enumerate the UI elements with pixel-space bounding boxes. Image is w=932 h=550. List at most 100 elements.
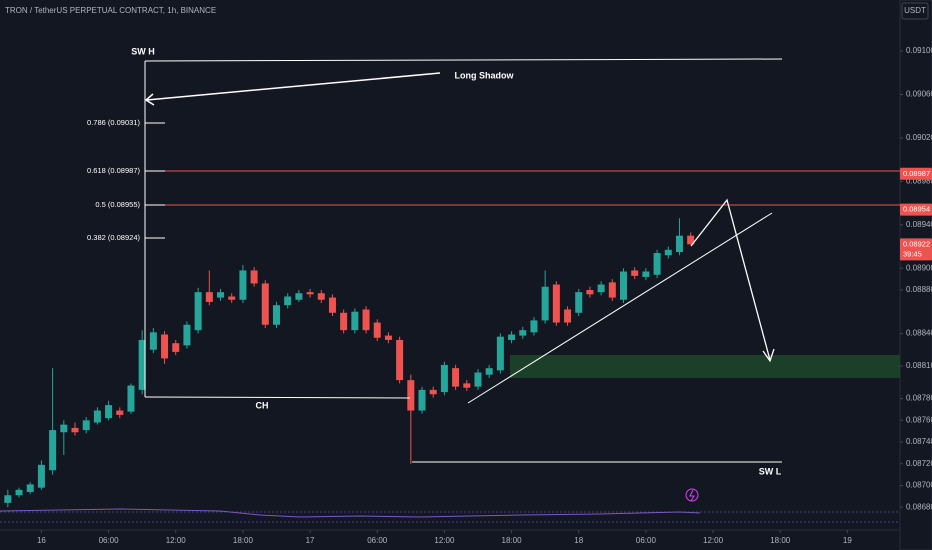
- price-tag-label: 0.08987: [903, 169, 930, 178]
- candle-body: [642, 271, 650, 277]
- trend-line: [467, 212, 773, 404]
- x-tick-label: 18:00: [502, 536, 523, 545]
- candle-body: [261, 283, 269, 325]
- candle-body: [138, 339, 146, 390]
- countdown: 39:45: [903, 249, 922, 258]
- candle-body: [205, 292, 213, 302]
- x-tick-label: 06:00: [367, 536, 388, 545]
- x-tick-label: 16: [37, 536, 46, 545]
- candle-body: [463, 383, 471, 388]
- currency[interactable]: USDT: [904, 6, 926, 15]
- candle-body: [519, 330, 527, 336]
- candle-body: [250, 270, 258, 284]
- candle-body: [440, 364, 448, 393]
- x-tick-label: 19: [843, 536, 852, 545]
- candle-body: [362, 309, 370, 331]
- candle-body: [239, 270, 247, 300]
- x-tick-label: 06:00: [99, 536, 120, 545]
- fib-label: 0.5 (0.08955): [95, 200, 140, 209]
- candle-body: [351, 311, 359, 331]
- candle-body: [71, 427, 79, 433]
- candle-body: [485, 368, 493, 375]
- candle-body: [575, 292, 583, 313]
- candle-body: [194, 292, 202, 331]
- candle-body: [4, 495, 12, 503]
- candle-body: [552, 284, 560, 323]
- candle-body: [60, 424, 68, 433]
- x-tick-label: 18: [574, 536, 583, 545]
- arrow: [144, 72, 441, 106]
- price-tag-label: 0.08954: [903, 205, 930, 214]
- candle-body: [474, 372, 482, 387]
- candle-body: [82, 420, 90, 431]
- candle-body: [530, 320, 538, 333]
- candle-body: [228, 296, 236, 300]
- candle-body: [597, 284, 605, 293]
- candle-body: [217, 292, 225, 298]
- x-tick-label: 12:00: [434, 536, 455, 545]
- candle-body: [272, 305, 280, 325]
- annotation: CH: [256, 400, 269, 410]
- candle-body: [608, 282, 616, 298]
- candle-body: [161, 334, 169, 359]
- annotation: Long Shadow: [455, 70, 515, 80]
- swing-high-line: [144, 58, 783, 62]
- candle-body: [15, 489, 23, 496]
- fib-label: 0.618 (0.08987): [87, 166, 140, 175]
- price-tag: [900, 238, 932, 261]
- candle-body: [653, 253, 661, 275]
- candle-body: [452, 368, 460, 387]
- candle-body: [93, 410, 101, 423]
- candle-body: [631, 270, 639, 276]
- candle-body: [418, 389, 426, 411]
- candle-body: [295, 293, 303, 300]
- candle-body: [564, 309, 572, 323]
- candle-body: [284, 296, 292, 306]
- candle-body: [687, 235, 695, 245]
- x-tick-label: 17: [306, 536, 315, 545]
- event-icon[interactable]: [685, 488, 699, 502]
- candle-body: [37, 464, 45, 488]
- candle-body: [116, 410, 124, 415]
- candle-body: [384, 335, 392, 340]
- price-tag-label: 0.08922: [903, 239, 930, 248]
- annotation: SW H: [131, 46, 155, 56]
- projection-arrow: [690, 198, 775, 363]
- x-tick-label: 18:00: [770, 536, 791, 545]
- candle-body: [26, 484, 34, 492]
- candle-body: [328, 297, 336, 313]
- annotation: SW L: [759, 466, 782, 476]
- candle-body: [429, 389, 437, 395]
- ch-line: [144, 396, 411, 399]
- currency-box[interactable]: [901, 2, 929, 20]
- candle-body: [396, 339, 404, 381]
- candle-body: [586, 289, 594, 295]
- candle-body: [183, 324, 191, 346]
- candle-body: [49, 430, 57, 471]
- indicator-pane: [0, 488, 900, 523]
- candle-body: [373, 322, 381, 338]
- demand-zone: [510, 355, 900, 378]
- x-tick-label: 06:00: [636, 536, 657, 545]
- candle-body: [407, 380, 415, 411]
- price-tag: [900, 203, 932, 216]
- candle-body: [317, 293, 325, 300]
- candle-body: [340, 312, 348, 331]
- candle-body: [541, 286, 549, 321]
- candle-body: [664, 249, 672, 256]
- candle-body: [127, 385, 135, 412]
- candle-body: [172, 343, 180, 352]
- indicator-line: [0, 508, 701, 518]
- y-tick-label: 0.08680: [906, 502, 932, 511]
- candle-body: [620, 271, 628, 300]
- event-icon-bolt: [689, 489, 695, 502]
